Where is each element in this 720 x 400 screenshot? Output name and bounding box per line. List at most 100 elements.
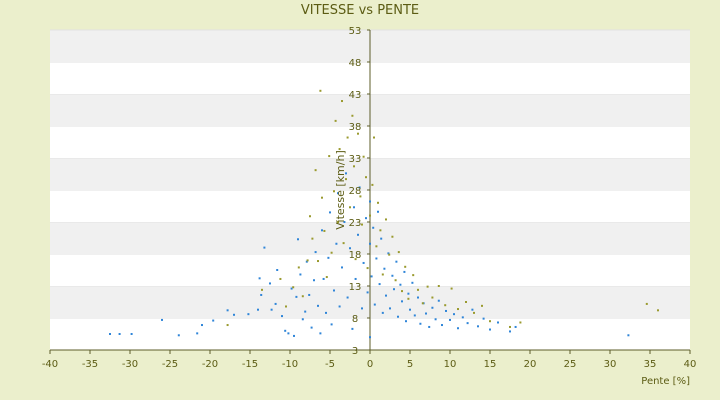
data-point-blue <box>466 322 469 325</box>
data-point-blue <box>247 313 250 316</box>
data-point-blue <box>301 318 304 321</box>
data-point-blue <box>391 274 394 277</box>
data-point-blue <box>329 211 331 214</box>
data-point-blue <box>341 266 343 269</box>
y-tick-label: 3 <box>352 346 358 357</box>
data-point-blue <box>425 312 427 315</box>
data-point-blue <box>322 277 325 280</box>
data-point-blue <box>514 325 517 328</box>
data-point-blue <box>109 333 111 335</box>
data-point-olive <box>351 114 354 117</box>
data-point-blue <box>212 319 215 322</box>
data-point-blue <box>509 330 511 333</box>
data-point-blue <box>233 313 235 316</box>
data-point-blue <box>343 221 346 223</box>
data-point-blue <box>377 210 379 213</box>
data-point-olive <box>357 132 359 135</box>
data-point-olive <box>426 285 429 288</box>
data-point-blue <box>353 206 355 209</box>
data-point-blue <box>461 316 464 319</box>
data-point-olive <box>334 119 337 122</box>
data-point-olive <box>381 273 384 276</box>
data-point-blue <box>351 327 354 330</box>
data-point-blue <box>401 300 403 303</box>
y-tick-label: 43 <box>349 90 362 101</box>
data-point-olive <box>311 237 314 240</box>
data-point-blue <box>411 281 414 284</box>
data-point-olive <box>377 201 379 204</box>
data-point-blue <box>274 302 277 305</box>
data-point-blue <box>281 315 283 318</box>
data-point-blue <box>437 299 440 302</box>
data-point-blue <box>369 242 371 245</box>
x-tick-label: 15 <box>484 359 497 370</box>
data-point-olive <box>325 276 328 279</box>
data-point-blue <box>263 246 266 249</box>
data-point-blue <box>314 251 317 254</box>
data-point-blue <box>118 333 121 335</box>
data-point-blue <box>365 217 367 220</box>
x-tick-label: -35 <box>82 359 98 370</box>
data-point-olive <box>319 89 322 92</box>
data-point-olive <box>391 235 394 238</box>
data-point-blue <box>284 329 287 332</box>
data-point-olive <box>431 296 434 299</box>
data-point-blue <box>258 277 261 280</box>
data-point-olive <box>457 308 459 311</box>
data-point-blue <box>383 267 386 270</box>
data-point-olive <box>292 286 295 289</box>
data-point-blue <box>345 172 347 175</box>
data-point-blue <box>471 308 474 311</box>
data-point-blue <box>403 270 406 273</box>
data-point-olive <box>385 218 387 221</box>
data-point-olive <box>473 311 475 314</box>
x-tick-label: -30 <box>122 359 138 370</box>
x-tick-label: -20 <box>202 359 218 370</box>
x-tick-label: 25 <box>564 359 577 370</box>
data-point-blue <box>260 293 263 296</box>
data-point-olive <box>306 259 309 262</box>
data-point-blue <box>373 303 376 306</box>
y-tick-label: 18 <box>349 250 362 261</box>
data-point-blue <box>321 229 323 232</box>
data-point-olive <box>465 301 467 303</box>
data-point-blue <box>361 307 363 310</box>
data-point-olive <box>509 325 511 328</box>
data-point-olive <box>373 136 375 139</box>
data-point-olive <box>437 285 440 287</box>
data-point-blue <box>177 334 180 337</box>
data-point-olive <box>333 190 335 193</box>
data-point-blue <box>335 242 338 245</box>
data-point-blue <box>389 307 391 310</box>
data-point-blue <box>161 318 163 321</box>
x-tick-label: 40 <box>684 359 697 370</box>
data-point-blue <box>319 332 322 335</box>
data-point-blue <box>387 252 390 255</box>
data-point-blue <box>349 247 351 250</box>
data-point-olive <box>345 178 347 181</box>
x-tick-label: 20 <box>524 359 537 370</box>
data-point-blue <box>413 314 416 317</box>
x-tick-label: -10 <box>282 359 298 370</box>
tick-labels: -40 -35 -30 -25 -20 -15 -10 -5 0 5 10 15 20 25 30 35 40 3… <box>42 26 697 370</box>
data-point-blue <box>333 289 335 292</box>
data-point-blue <box>257 308 259 311</box>
chart-title: VITESSE vs PENTE <box>301 3 419 18</box>
x-tick-label: 35 <box>644 359 657 370</box>
data-point-blue <box>369 200 371 203</box>
data-point-blue <box>299 273 302 276</box>
data-point-olive <box>321 196 323 199</box>
data-point-blue <box>305 260 308 263</box>
data-point-blue <box>287 332 290 335</box>
data-point-blue <box>449 318 451 321</box>
x-tick-label: -40 <box>42 359 58 370</box>
data-point-olive <box>317 260 319 263</box>
data-point-olive <box>401 290 403 293</box>
data-point-olive <box>354 258 357 261</box>
data-point-olive <box>349 206 351 209</box>
x-tick-label: 30 <box>604 359 617 370</box>
data-point-blue <box>366 291 369 294</box>
data-point-olive <box>375 245 378 248</box>
data-point-olive <box>407 297 410 300</box>
data-point-olive <box>365 176 367 179</box>
